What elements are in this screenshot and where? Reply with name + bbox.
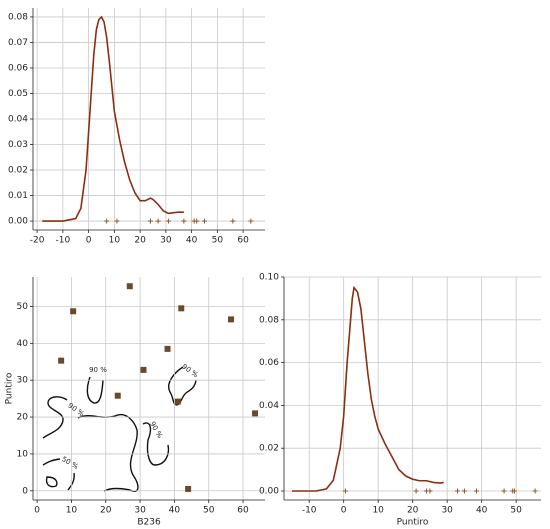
y-tick-label: 0.00	[8, 217, 28, 227]
y-tick-label: 0.03	[8, 140, 28, 150]
x-tick-label: 50	[212, 236, 224, 246]
contour-label: 90 %	[180, 363, 199, 380]
x-tick-label: 40	[169, 506, 181, 516]
contour	[42, 396, 68, 439]
x-tick-label: 60	[237, 506, 249, 516]
contours	[42, 366, 197, 492]
x-axis-label: B236	[137, 518, 161, 528]
rug-mark	[511, 488, 517, 494]
point	[174, 398, 181, 405]
rug-mark	[455, 488, 461, 494]
point	[178, 305, 185, 312]
x-axis-label: Puntiro	[397, 518, 429, 528]
x-tick-label: 0	[86, 236, 92, 246]
point	[164, 345, 171, 352]
y-tick-label: 0.08	[8, 12, 28, 22]
x-tick-label: 50	[510, 506, 522, 516]
y-tick-label: 0.06	[8, 63, 28, 73]
x-tick-label: 30	[134, 506, 146, 516]
contour	[42, 458, 61, 466]
x-tick-label: 10	[109, 236, 121, 246]
x-tick-label: -10	[302, 506, 317, 516]
x-tick-label: 30	[441, 506, 453, 516]
x-tick-label: 30	[160, 236, 172, 246]
y-tick-label: 0.06	[259, 358, 279, 368]
x-tick-label: 10	[372, 506, 384, 516]
y-tick-label: 10	[17, 449, 29, 459]
rug-mark	[532, 488, 538, 494]
y-axis-label: Puntiro	[5, 372, 15, 404]
rug-mark	[114, 218, 120, 224]
point	[58, 357, 65, 364]
y-tick-label: 50	[17, 302, 29, 312]
rug-mark	[104, 218, 110, 224]
y-tick-label: 0.08	[259, 315, 279, 325]
point	[228, 316, 235, 323]
y-tick-label: 40	[17, 339, 29, 349]
rug-mark	[230, 218, 236, 224]
rug-mark	[473, 488, 479, 494]
y-tick-label: 20	[17, 413, 29, 423]
point	[252, 410, 259, 417]
rug-mark	[413, 488, 419, 494]
point	[140, 366, 147, 373]
point	[126, 283, 133, 290]
rug-mark	[342, 488, 348, 494]
x-tick-label: 40	[186, 236, 198, 246]
y-tick-label: 0.10	[259, 273, 279, 283]
contour-label: 90 %	[89, 366, 107, 374]
rug-mark	[181, 218, 187, 224]
rug-mark	[461, 488, 467, 494]
rug-mark	[155, 218, 161, 224]
contour	[67, 472, 75, 491]
rug-mark	[501, 488, 507, 494]
y-tick-label: 0.01	[8, 191, 28, 201]
x-tick-label: 0	[34, 506, 40, 516]
rug-mark	[201, 218, 207, 224]
rug-mark	[194, 218, 200, 224]
contour	[142, 422, 170, 466]
contour	[86, 376, 104, 404]
x-tick-label: -20	[30, 236, 45, 246]
y-tick-label: 0.02	[8, 166, 28, 176]
contour	[168, 366, 197, 406]
x-tick-label: 10	[66, 506, 78, 516]
x-tick-label: 20	[407, 506, 419, 516]
point	[114, 392, 121, 399]
contour-label: 50 %	[60, 455, 80, 471]
point	[185, 485, 192, 492]
y-tick-label: 0.02	[259, 444, 279, 454]
point	[70, 308, 77, 315]
x-tick-label: 60	[237, 236, 249, 246]
y-tick-label: 0	[22, 486, 28, 496]
y-tick-label: 0.05	[8, 89, 28, 99]
x-tick-label: 50	[203, 506, 215, 516]
x-tick-label: 40	[476, 506, 488, 516]
y-tick-label: 0.00	[259, 487, 279, 497]
x-tick-label: -10	[56, 236, 71, 246]
kde-line	[291, 285, 444, 492]
kde-line	[42, 15, 184, 222]
x-tick-label: 20	[134, 236, 146, 246]
contour	[45, 476, 58, 488]
x-tick-label: 20	[100, 506, 112, 516]
contour	[77, 413, 139, 492]
rug-mark	[147, 218, 153, 224]
y-tick-label: 0.04	[8, 115, 28, 125]
y-tick-label: 0.04	[259, 401, 279, 411]
rug-mark	[427, 488, 433, 494]
x-tick-label: 0	[341, 506, 347, 516]
y-tick-label: 30	[17, 376, 29, 386]
rug-mark	[165, 218, 171, 224]
rug-mark	[248, 218, 254, 224]
y-tick-label: 0.07	[8, 38, 28, 48]
